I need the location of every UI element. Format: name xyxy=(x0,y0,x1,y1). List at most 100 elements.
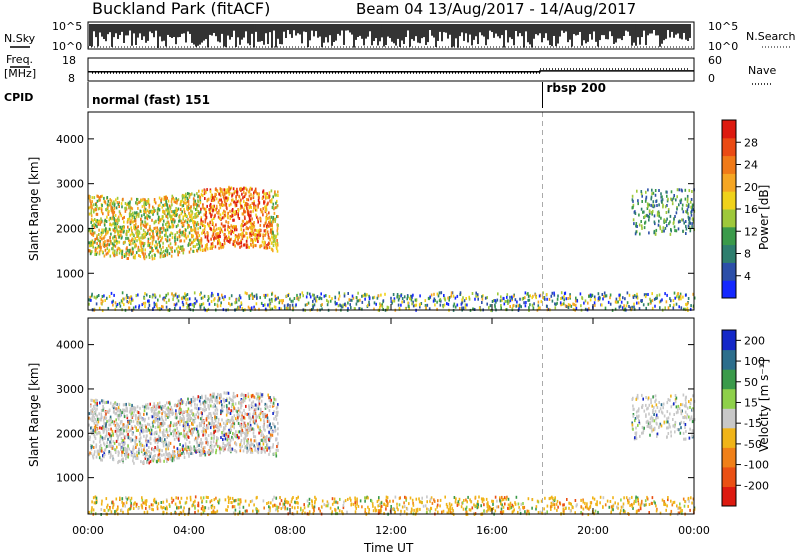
heatmap-cell xyxy=(253,294,256,298)
heatmap-cell xyxy=(123,253,126,257)
heatmap-cell xyxy=(252,405,254,409)
heatmap-cell xyxy=(355,296,358,299)
heatmap-cell xyxy=(194,302,196,306)
heatmap-cell xyxy=(193,202,196,206)
heatmap-cell xyxy=(192,447,195,451)
heatmap-cell xyxy=(640,190,643,193)
heatmap-cell xyxy=(127,218,129,221)
heatmap-cell xyxy=(194,244,197,248)
heatmap-cell xyxy=(201,244,203,248)
heatmap-cell xyxy=(94,430,97,434)
heatmap-cell xyxy=(248,429,250,432)
heatmap-cell xyxy=(209,445,211,449)
heatmap-cell xyxy=(136,239,138,243)
heatmap-cell xyxy=(218,246,220,250)
heatmap-cell xyxy=(248,216,251,220)
heatmap-cell xyxy=(341,305,343,309)
heatmap-cell xyxy=(93,429,96,433)
heatmap-cell xyxy=(567,303,570,307)
heatmap-cell xyxy=(89,252,92,256)
heatmap-cell xyxy=(650,203,652,207)
heatmap-cell xyxy=(143,434,145,438)
heatmap-cell xyxy=(113,210,116,214)
heatmap-cell xyxy=(521,297,524,301)
heatmap-cell xyxy=(126,414,128,418)
heatmap-cell xyxy=(588,294,590,298)
heatmap-cell xyxy=(97,194,99,198)
heatmap-cell xyxy=(115,426,117,430)
heatmap-cell xyxy=(155,302,158,306)
heatmap-cell xyxy=(159,254,162,258)
heatmap-cell xyxy=(666,204,668,207)
heatmap-cell xyxy=(252,400,255,404)
heatmap-cell xyxy=(145,255,148,259)
heatmap-cell xyxy=(147,457,149,461)
heatmap-cell xyxy=(414,303,416,307)
heatmap-cell xyxy=(253,419,256,423)
heatmap-cell xyxy=(143,236,145,240)
heatmap-cell xyxy=(108,419,110,423)
heatmap-cell xyxy=(127,453,130,457)
heatmap-cell xyxy=(120,202,123,206)
heatmap-cell xyxy=(269,449,271,453)
heatmap-cell xyxy=(230,215,232,218)
heatmap-cell xyxy=(109,423,112,427)
heatmap-cell xyxy=(102,425,105,429)
heatmap-cell xyxy=(245,231,247,235)
heatmap-cell xyxy=(186,432,189,436)
heatmap-cell xyxy=(256,415,258,419)
heatmap-cell xyxy=(173,212,176,216)
heatmap-cell xyxy=(89,231,92,235)
heatmap-cell xyxy=(660,216,662,220)
heatmap-cell xyxy=(94,417,96,421)
heatmap-cell xyxy=(118,403,121,407)
heatmap-cell xyxy=(176,231,178,235)
heatmap-cell xyxy=(243,439,246,443)
heatmap-cell xyxy=(225,220,227,224)
heatmap-cell xyxy=(616,300,618,304)
heatmap-cell xyxy=(130,297,133,301)
heatmap-cell xyxy=(188,250,191,254)
heatmap-cell xyxy=(175,416,178,420)
heatmap-cell xyxy=(166,225,168,229)
heatmap-cell xyxy=(118,413,121,417)
heatmap-cell xyxy=(257,425,259,429)
heatmap-cell xyxy=(242,400,244,404)
heatmap-cell xyxy=(175,208,178,212)
heatmap-cell xyxy=(122,403,125,407)
heatmap-cell xyxy=(90,218,93,222)
heatmap-cell xyxy=(651,188,653,192)
heatmap-cell xyxy=(471,292,474,295)
heatmap-cell xyxy=(111,446,114,450)
heatmap-cell xyxy=(205,190,207,194)
heatmap-cell xyxy=(572,307,575,311)
heatmap-cell xyxy=(381,303,383,307)
heatmap-cell xyxy=(278,301,281,305)
heatmap-cell xyxy=(276,239,278,242)
heatmap-cell xyxy=(124,435,127,439)
heatmap-cell xyxy=(185,435,187,439)
heatmap-cell xyxy=(176,199,178,203)
heatmap-cell xyxy=(203,306,205,310)
heatmap-cell xyxy=(150,229,153,233)
heatmap-cell xyxy=(164,404,166,408)
heatmap-cell xyxy=(594,297,596,301)
heatmap-cell xyxy=(475,291,477,295)
heatmap-cell xyxy=(170,254,173,258)
heatmap-cell xyxy=(197,210,199,213)
heatmap-cell xyxy=(342,303,344,307)
heatmap-cell xyxy=(219,198,222,202)
heatmap-cell xyxy=(123,403,126,407)
heatmap-cell xyxy=(248,245,250,249)
heatmap-cell xyxy=(262,190,264,194)
heatmap-cell xyxy=(92,404,95,408)
heatmap-cell xyxy=(145,223,148,227)
heatmap-cell xyxy=(276,249,279,253)
heatmap-cell xyxy=(119,427,122,431)
heatmap-cell xyxy=(269,220,271,224)
heatmap-cell xyxy=(109,415,112,419)
heatmap-cell xyxy=(223,188,225,192)
heatmap-cell xyxy=(182,224,185,228)
heatmap-cell xyxy=(134,406,137,410)
heatmap-cell xyxy=(142,429,145,432)
